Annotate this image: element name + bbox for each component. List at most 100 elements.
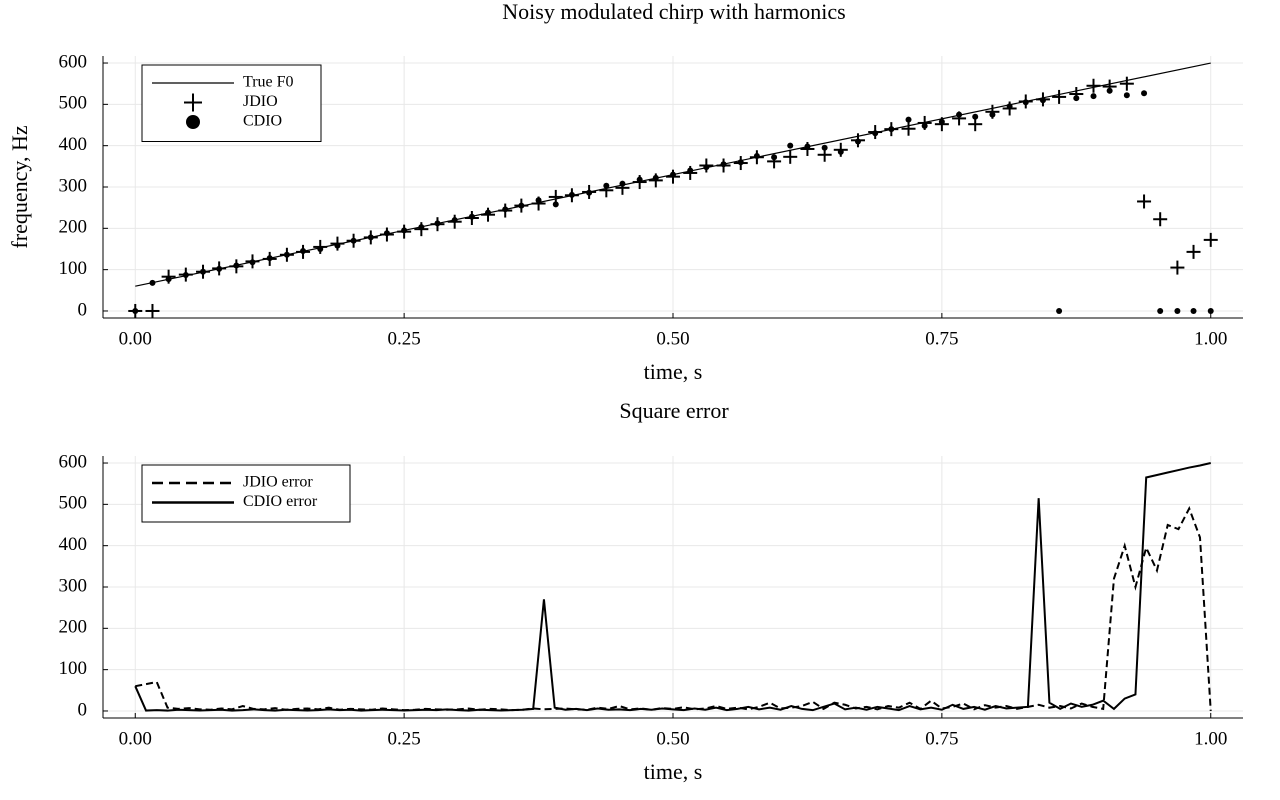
marker-dot [367,234,374,241]
subplot: Square error 0.00 0.25 0.50 0.75 1.00 0 100 200 3… [59,398,1243,784]
data-point [703,164,710,171]
data-point [266,255,273,262]
data-point [737,159,744,166]
legend-box [141,464,351,523]
x-tick-label: 0.50 [656,328,689,349]
x-tick-label: 1.00 [1194,328,1227,349]
marker-dot [434,220,441,227]
marker-dot [502,206,509,213]
data-point [1006,103,1013,110]
marker-dot [771,154,778,161]
y-tick-label: 500 [59,93,88,114]
data-point [200,268,207,275]
marker-dot [1039,97,1046,104]
series-line [135,506,1212,712]
marker-dot [787,142,794,149]
marker-dot [283,251,290,258]
x-tick-label: 0.75 [925,728,958,749]
data-point [485,209,492,216]
data-point [619,180,626,187]
data-point [451,217,458,224]
marker-dot [753,153,760,160]
marker-dot [586,189,593,196]
data-point [434,220,441,227]
marker-dot [737,159,744,166]
marker-dot [186,115,200,129]
data-point [989,111,996,118]
data-point [552,201,559,208]
marker-dot [401,227,408,234]
data-point [145,303,160,318]
marker-dot [1141,90,1148,97]
x-tick-label: 0.25 [388,328,421,349]
marker-dot [1022,99,1029,106]
data-point [771,154,778,161]
marker-dot [300,248,307,255]
marker-dot [334,242,341,249]
marker-dot [568,191,575,198]
marker-dot [1123,92,1130,99]
data-point [636,176,643,183]
legend: True F0 JDIO CDIO [141,64,322,142]
x-tick-label: 0.75 [925,328,958,349]
marker-dot [165,276,172,283]
marker-dot [603,182,610,189]
data-point [804,143,811,150]
data-point [1086,78,1101,93]
legend: JDIO error CDIO error [141,464,351,523]
data-point [1137,194,1152,209]
legend-label: CDIO [243,113,282,130]
data-point [518,202,525,209]
data-point [1170,260,1185,275]
y-axis-label: frequency, Hz [7,125,32,248]
y-tick-label: 300 [59,575,88,596]
marker-dot [905,116,912,123]
data-point [149,279,156,286]
legend-box [141,64,322,142]
marker-dot [383,230,390,237]
data-point [1190,307,1197,314]
y-tick-label: 600 [59,51,88,72]
data-point [535,197,542,204]
y-tick-label: 0 [78,299,88,320]
data-point [1106,87,1113,94]
marker-dot [687,167,694,174]
y-tick-label: 100 [59,258,88,279]
data-point [1186,244,1201,259]
marker-dot [418,224,425,231]
legend-label: CDIO error [243,493,318,510]
data-point [603,182,610,189]
marker-dot [989,111,996,118]
data-point [1203,232,1218,247]
data-point [905,116,912,123]
subplot: Noisy modulated chirp with harmonics 0.00… [7,0,1243,384]
marker-dot [1157,307,1164,314]
marker-dot [921,122,928,129]
x-tick-label: 0.50 [656,728,689,749]
marker-dot [1106,87,1113,94]
data-point [1123,92,1130,99]
data-point [888,126,895,133]
data-point [787,142,794,149]
marker-dot [552,201,559,208]
y-tick-label: 400 [59,534,88,555]
data-point [956,111,963,118]
marker-dot [451,217,458,224]
legend-label: JDIO error [243,474,313,491]
data-point [1141,90,1148,97]
y-tick-label: 200 [59,217,88,238]
marker-dot [972,113,979,120]
x-tick-label: 1.00 [1194,728,1227,749]
marker-dot [1090,93,1097,100]
data-point [367,234,374,241]
x-axis-label: time, s [644,359,703,384]
chart-title: Noisy modulated chirp with harmonics [502,0,845,24]
data-point [568,191,575,198]
data-point [283,251,290,258]
marker-dot [821,144,828,151]
data-point [468,213,475,220]
data-point [132,307,139,314]
marker-dot [619,180,626,187]
marker-dot [233,262,240,269]
